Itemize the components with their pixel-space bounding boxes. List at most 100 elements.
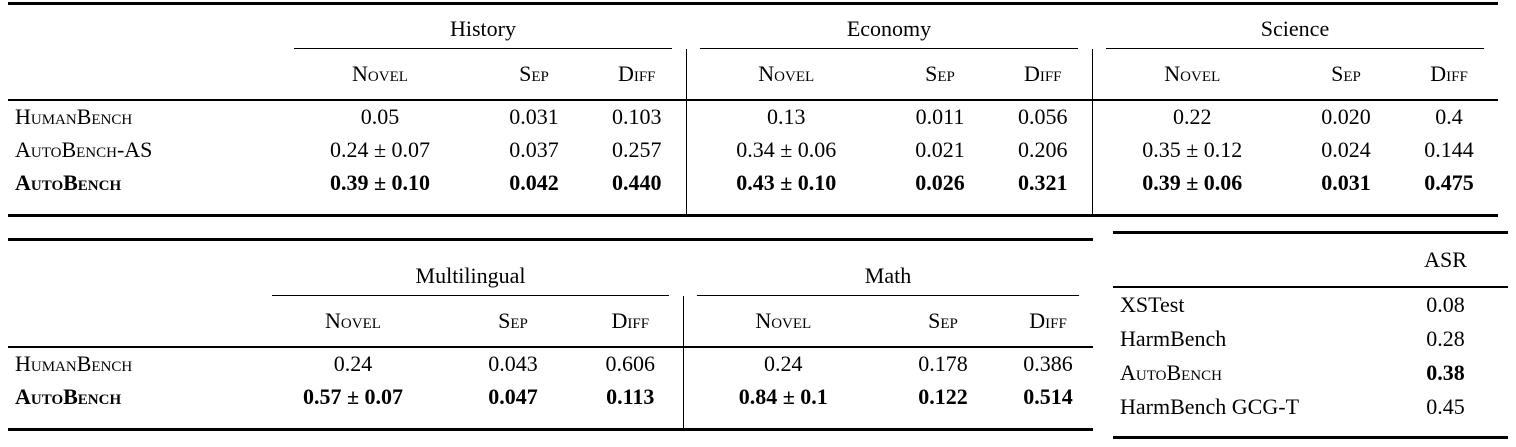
group-label: History: [450, 15, 516, 41]
cell: 0.024: [1321, 137, 1371, 163]
cell: 0.05: [360, 104, 400, 130]
table-row: AutoBench 0.57 ± 0.07 0.047 0.113 0.84 ±…: [8, 381, 1093, 430]
cell: 0.206: [1018, 137, 1068, 163]
table-row: XSTest 0.08: [1113, 287, 1508, 322]
cell: 0.24 ± 0.07: [329, 137, 431, 163]
column-header-novel: Novel: [1091, 49, 1292, 101]
table-row: AutoBench 0.38: [1113, 356, 1508, 390]
column-header-novel: Novel: [280, 49, 480, 101]
column-header-diff: Diff: [994, 49, 1092, 101]
topic-results-table: History Economy Science Novel Sep: [8, 2, 1499, 217]
group-header-math: Math: [683, 240, 1093, 296]
cell: 0.514: [1023, 384, 1073, 410]
cell: 0.24: [682, 347, 884, 381]
row-label: HumanBench: [15, 351, 133, 377]
cell: 0.34 ± 0.06: [685, 134, 886, 167]
cell: 0.257: [612, 137, 662, 163]
cell: 0.39 ± 0.10: [329, 170, 431, 196]
multilingual-math-table: Multilingual Math Novel Sep Diff Novel S…: [8, 238, 1094, 431]
empty-stub-cell: [8, 4, 280, 50]
cell: 0.103: [612, 104, 662, 130]
table-group-header-row: History Economy Science: [8, 4, 1498, 50]
column-header-diff: Diff: [1400, 49, 1499, 101]
asr-table: ASR XSTest 0.08 HarmBench 0.28 AutoBench…: [1113, 231, 1508, 439]
row-label: HarmBench GCG-T: [1120, 393, 1300, 419]
row-label: XSTest: [1120, 291, 1185, 317]
empty-stub-cell: [8, 49, 280, 101]
group-label: Multilingual: [415, 262, 526, 288]
cell: 0.22: [1091, 100, 1292, 134]
cmid-rule: [697, 295, 1080, 296]
multilingual-math-table-wrapper: Multilingual Math Novel Sep Diff Novel S…: [8, 238, 1094, 431]
row-label: AutoBench: [1120, 359, 1222, 385]
empty-stub-cell: [8, 296, 258, 348]
column-header-sep: Sep: [883, 296, 1004, 348]
table-subheader-row: Novel Sep Diff Novel Sep Diff Novel Sep …: [8, 49, 1499, 101]
cell: 0.84 ± 0.1: [682, 381, 884, 430]
topic-results-table-wrapper: History Economy Science Novel Sep: [8, 2, 1499, 217]
cell: 0.24: [333, 351, 373, 377]
cell: 0.4: [1435, 104, 1463, 130]
column-header-diff: Diff: [1003, 296, 1094, 348]
asr-table-wrapper: ASR XSTest 0.08 HarmBench 0.28 AutoBench…: [1113, 231, 1508, 439]
row-label: AutoBench: [15, 170, 122, 196]
table-row: HarmBench GCG-T 0.45: [1113, 390, 1508, 438]
group-label: Math: [864, 262, 912, 288]
cell: 0.38: [1426, 359, 1465, 385]
cell: 0.386: [1023, 351, 1073, 377]
cell: 0.440: [612, 170, 662, 196]
column-header-asr: ASR: [1383, 232, 1508, 288]
table-subheader-row: Novel Sep Diff Novel Sep Diff: [8, 296, 1094, 348]
column-header-diff: Diff: [588, 49, 686, 101]
table-row: AutoBench-AS 0.24 ± 0.07 0.037 0.257 0.3…: [8, 134, 1498, 167]
cell: 0.43 ± 0.10: [685, 167, 886, 216]
row-label: HumanBench: [15, 104, 133, 130]
table-header-row: ASR: [1113, 232, 1508, 288]
empty-stub-cell: [8, 240, 258, 297]
cell: 0.056: [1018, 104, 1068, 130]
cell: 0.08: [1426, 291, 1465, 317]
table-row: HarmBench 0.28: [1113, 322, 1508, 356]
cmid-rule: [294, 48, 672, 49]
cell: 0.021: [915, 137, 965, 163]
cell: 0.178: [918, 351, 968, 377]
cell: 0.144: [1424, 137, 1474, 163]
cell: 0.037: [509, 137, 559, 163]
group-label: Economy: [846, 15, 932, 41]
cell: 0.011: [915, 104, 965, 130]
cell: 0.031: [1321, 170, 1371, 196]
column-header-novel: Novel: [682, 296, 884, 348]
group-label: Science: [1260, 15, 1330, 41]
cell: 0.35 ± 0.12: [1091, 134, 1292, 167]
row-label: AutoBench-AS: [15, 137, 153, 163]
cell: 0.13: [685, 100, 886, 134]
cell: 0.606: [605, 351, 656, 377]
row-label: AutoBench: [15, 384, 122, 410]
group-header-history: History: [280, 4, 686, 49]
empty-stub-cell: [1113, 232, 1383, 288]
row-label: HarmBench: [1120, 325, 1227, 351]
cell: 0.113: [606, 384, 655, 410]
cell: 0.321: [1018, 170, 1068, 196]
cell: 0.042: [509, 170, 559, 196]
cell: 0.57 ± 0.07: [302, 384, 404, 410]
cell: 0.122: [918, 384, 968, 410]
column-header-sep: Sep: [480, 49, 588, 101]
cell: 0.45: [1426, 393, 1465, 419]
column-header-novel: Novel: [685, 49, 886, 101]
table-group-header-row: Multilingual Math: [8, 240, 1093, 297]
group-header-science: Science: [1092, 4, 1498, 49]
table-row: HumanBench 0.05 0.031 0.103 0.13 0.011 0…: [8, 100, 1498, 134]
group-header-multilingual: Multilingual: [258, 240, 683, 296]
cell: 0.28: [1426, 325, 1465, 351]
cell: 0.475: [1424, 170, 1474, 196]
cell: 0.047: [488, 384, 538, 410]
column-header-novel: Novel: [258, 296, 448, 348]
table-row: AutoBench 0.39 ± 0.10 0.042 0.440 0.43 ±…: [8, 167, 1498, 216]
cmid-rule: [700, 48, 1078, 49]
cmid-rule: [1106, 48, 1485, 49]
column-header-sep: Sep: [886, 49, 994, 101]
table-row: HumanBench 0.24 0.043 0.606 0.24 0.178 0…: [8, 347, 1093, 381]
column-header-diff: Diff: [578, 296, 684, 348]
